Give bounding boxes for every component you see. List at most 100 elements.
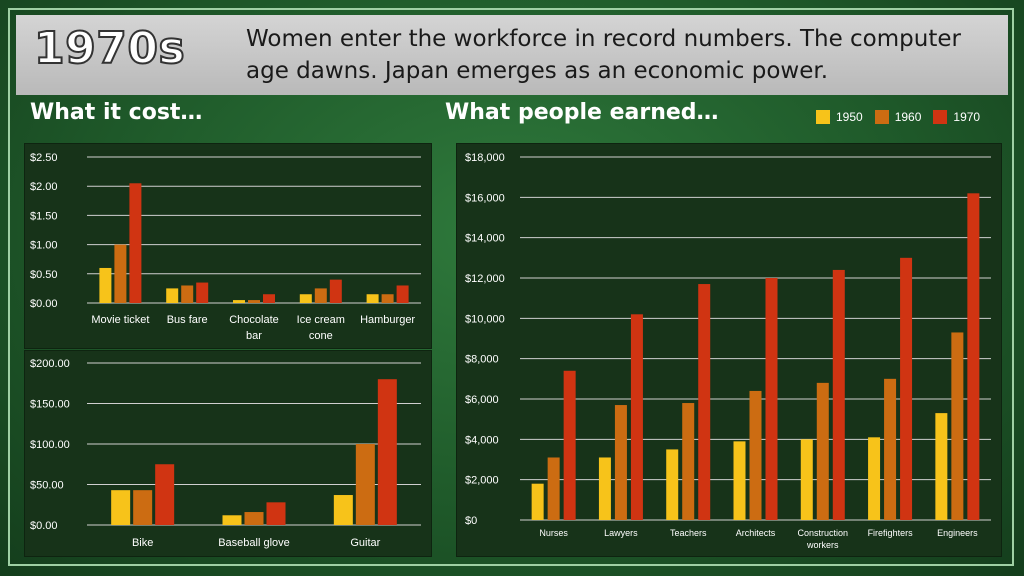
- y-tick-label: $0.00: [30, 520, 58, 532]
- bar-1960: [244, 512, 264, 525]
- bar-1960: [381, 294, 394, 303]
- bar-1970: [563, 370, 576, 520]
- y-tick-label: $12,000: [465, 273, 505, 285]
- bar-1950: [166, 288, 179, 303]
- y-tick-label: $0: [465, 515, 477, 527]
- x-category-label: cone: [309, 330, 333, 342]
- bar-1970: [765, 278, 778, 520]
- bar-1950: [299, 294, 312, 303]
- y-tick-label: $200.00: [30, 358, 70, 370]
- legend-item-1970: 1970: [933, 110, 980, 124]
- bar-1960: [884, 378, 897, 520]
- bar-1960: [614, 405, 627, 520]
- y-tick-label: $150.00: [30, 399, 70, 411]
- legend-swatch-1950: [816, 110, 830, 124]
- bar-1960: [951, 332, 964, 520]
- x-category-label: Architects: [736, 528, 776, 538]
- x-category-label: Ice cream: [297, 314, 345, 326]
- y-tick-label: $14,000: [465, 233, 505, 245]
- x-category-label: Firefighters: [868, 528, 914, 538]
- bar-1970: [329, 279, 342, 303]
- decade-subtitle: Women enter the workforce in record numb…: [246, 26, 961, 84]
- bar-1960: [682, 403, 695, 520]
- y-tick-label: $16,000: [465, 192, 505, 204]
- x-category-label: Construction: [798, 528, 849, 538]
- bar-1950: [233, 300, 245, 303]
- legend-label-1970: 1970: [953, 110, 981, 124]
- bar-1950: [800, 439, 813, 520]
- bar-1970: [900, 257, 913, 520]
- x-category-label: bar: [246, 330, 262, 342]
- bar-1950: [366, 294, 379, 303]
- bar-1970: [155, 464, 175, 525]
- bar-1960: [248, 300, 260, 303]
- legend-swatch-1960: [874, 110, 889, 124]
- earned-section-label: What people earned…: [445, 100, 719, 125]
- bar-1950: [733, 441, 746, 520]
- y-tick-label: $0.50: [30, 269, 58, 281]
- bar-1950: [868, 437, 881, 520]
- legend-item-1950: 1950: [816, 110, 863, 124]
- bar-1970: [196, 282, 209, 303]
- bar-1950: [666, 449, 679, 520]
- y-tick-label: $2.00: [30, 181, 58, 193]
- y-tick-label: $1.00: [30, 240, 58, 252]
- bar-1960: [181, 285, 194, 303]
- bar-1950: [598, 457, 611, 520]
- bar-1960: [547, 457, 560, 520]
- x-category-label: Lawyers: [604, 528, 638, 538]
- earnings-panel: $0 $2,000 $4,000 $6,000 $8,000 $10,000 $12,000…: [456, 143, 1002, 557]
- bar-1960: [114, 244, 127, 303]
- bar-1970: [630, 314, 643, 520]
- bar-1970: [967, 193, 980, 521]
- x-category-label: Teachers: [670, 528, 707, 538]
- bar-1950: [531, 483, 544, 520]
- y-tick-label: $50.00: [30, 480, 64, 492]
- cost-small-chart: $0.00 $0.50 $1.00 $1.50 $2.00 $2.50 Movie tick…: [30, 152, 421, 342]
- bar-1970: [263, 294, 275, 303]
- bar-1970: [832, 269, 845, 520]
- legend-label-1960: 1960: [894, 110, 922, 124]
- x-category-label: Nurses: [539, 528, 568, 538]
- bar-1970: [698, 284, 711, 520]
- x-category-label: Guitar: [350, 537, 380, 549]
- bar-1950: [99, 267, 112, 303]
- cost-section-label: What it cost…: [30, 100, 203, 125]
- x-category-label: Hamburger: [360, 314, 415, 326]
- bar-1950: [333, 495, 353, 525]
- y-tick-label: $18,000: [465, 152, 505, 164]
- bar-1960: [749, 390, 762, 520]
- cost-small-panel: $0.00 $0.50 $1.00 $1.50 $2.00 $2.50 Movie tick…: [24, 143, 432, 349]
- y-tick-label: $6,000: [465, 394, 499, 406]
- cost-large-panel: $0.00 $50.00 $100.00 $150.00 $200.00 Bike Base…: [24, 350, 432, 557]
- bar-1970: [396, 285, 409, 303]
- bar-1950: [935, 413, 948, 520]
- cost-large-chart: $0.00 $50.00 $100.00 $150.00 $200.00 Bike Base…: [30, 358, 421, 549]
- x-category-label: Bike: [132, 537, 153, 549]
- y-tick-label: $1.50: [30, 210, 58, 222]
- y-tick-label: $2.50: [30, 152, 58, 164]
- x-category-label: Engineers: [937, 528, 978, 538]
- bar-1970: [266, 502, 286, 525]
- header-bar: 1970s Women enter the workforce in recor…: [16, 15, 1008, 95]
- legend-item-1960: 1960: [874, 110, 922, 124]
- y-tick-label: $10,000: [465, 313, 505, 325]
- bar-1950: [222, 515, 242, 525]
- x-category-label: Chocolate: [229, 314, 279, 326]
- bar-1960: [355, 444, 375, 525]
- bar-1970: [129, 183, 142, 303]
- x-category-label: Bus fare: [167, 314, 208, 326]
- y-tick-label: $8,000: [465, 354, 499, 366]
- earnings-chart: $0 $2,000 $4,000 $6,000 $8,000 $10,000 $12,000…: [465, 152, 991, 550]
- decade-title: 1970s: [33, 22, 186, 75]
- y-tick-label: $0.00: [30, 298, 58, 310]
- bar-1960: [816, 382, 829, 520]
- y-tick-label: $100.00: [30, 439, 70, 451]
- bar-1960: [133, 490, 153, 525]
- slide-frame: [8, 8, 1014, 566]
- x-category-label: Movie ticket: [91, 314, 149, 326]
- x-category-label: Baseball glove: [218, 537, 290, 549]
- bar-1950: [111, 490, 131, 525]
- bar-1970: [377, 379, 397, 525]
- bar-1960: [314, 288, 327, 303]
